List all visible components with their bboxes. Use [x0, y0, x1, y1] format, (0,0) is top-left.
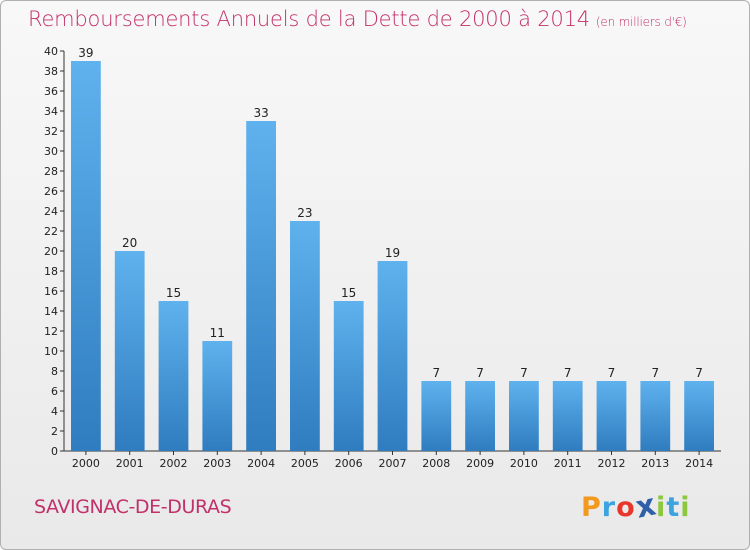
bar-value-label: 7	[564, 366, 572, 380]
y-tick-label: 18	[44, 265, 58, 278]
bar-value-label: 7	[651, 366, 659, 380]
chart-title: Remboursements Annuels de la Dette de 20…	[28, 7, 687, 31]
x-tick-label: 2000	[72, 457, 100, 470]
bar	[246, 121, 276, 451]
x-tick-label: 2012	[598, 457, 626, 470]
bar-value-label: 11	[210, 326, 225, 340]
bar-value-label: 7	[476, 366, 484, 380]
y-tick-label: 6	[51, 385, 58, 398]
y-tick-label: 10	[44, 345, 58, 358]
y-tick-label: 16	[44, 285, 58, 298]
y-tick-label: 0	[51, 445, 58, 458]
bar-value-label: 7	[432, 366, 440, 380]
logo-letter: t	[666, 492, 681, 523]
y-tick-label: 8	[51, 365, 58, 378]
bar	[377, 261, 408, 451]
bar-value-label: 7	[695, 366, 703, 380]
bar	[71, 61, 101, 451]
bar	[552, 381, 583, 451]
y-tick-label: 4	[51, 405, 58, 418]
x-tick-label: 2006	[335, 457, 363, 470]
logo-letter: o	[616, 492, 636, 523]
y-tick-label: 2	[51, 425, 58, 438]
x-tick-label: 2011	[554, 457, 582, 470]
y-tick-label: 28	[44, 165, 58, 178]
x-tick-label: 2009	[466, 457, 494, 470]
title-text: Remboursements Annuels de la Dette de 20…	[28, 7, 590, 31]
x-tick-label: 2001	[116, 457, 144, 470]
bar-value-label: 23	[297, 206, 312, 220]
x-tick-label: 2007	[379, 457, 407, 470]
y-tick-label: 34	[44, 105, 58, 118]
bar	[509, 381, 539, 451]
bar	[114, 251, 145, 451]
proxiti-logo: Proxiti	[581, 487, 691, 525]
bars	[71, 61, 714, 451]
y-tick-label: 12	[44, 325, 58, 338]
bar	[158, 301, 189, 451]
y-tick-label: 36	[44, 85, 58, 98]
logo-letter: r	[601, 492, 617, 523]
bar-value-label: 39	[78, 46, 93, 60]
y-tick-label: 14	[44, 305, 58, 318]
bar	[465, 381, 495, 451]
bar-value-label: 15	[341, 286, 356, 300]
bar-value-label: 15	[166, 286, 181, 300]
y-tick-label: 32	[44, 125, 58, 138]
x-tick-label: 2004	[247, 457, 275, 470]
bar	[421, 381, 452, 451]
bar	[596, 381, 627, 451]
x-tick-label: 2014	[685, 457, 713, 470]
x-tick-label: 2013	[641, 457, 669, 470]
bar-value-label: 33	[253, 106, 268, 120]
x-tick-label: 2010	[510, 457, 538, 470]
chart-subtitle: (en milliers d'€)	[595, 15, 687, 29]
bar	[684, 381, 714, 451]
bar-value-label: 19	[385, 246, 400, 260]
x-tick-label: 2002	[160, 457, 188, 470]
bar	[202, 341, 233, 451]
bar-value-label: 20	[122, 236, 137, 250]
bar-value-label: 7	[520, 366, 528, 380]
logo-letter: i	[680, 492, 691, 523]
x-tick-label: 2005	[291, 457, 319, 470]
y-tick-label: 38	[44, 65, 58, 78]
x-tick-label: 2003	[203, 457, 231, 470]
labels: 39 2000 20 2001 15 2002 11 2003 33 2004 23 2005 15 20…	[72, 46, 713, 470]
bar	[640, 381, 671, 451]
y-tick-label: 30	[44, 145, 58, 158]
logo-letter: i	[656, 492, 667, 523]
commune-name: SAVIGNAC-DE-DURAS	[34, 496, 232, 518]
y-tick-label: 20	[44, 245, 58, 258]
y-tick-label: 26	[44, 185, 58, 198]
y-tick-label: 24	[44, 205, 58, 218]
bar	[333, 301, 364, 451]
y-tick-label: 40	[44, 45, 58, 58]
bar-value-label: 7	[608, 366, 616, 380]
logo-letter: P	[581, 492, 602, 523]
x-tick-label: 2008	[422, 457, 450, 470]
y-tick-label: 22	[44, 225, 58, 238]
bar	[290, 221, 320, 451]
